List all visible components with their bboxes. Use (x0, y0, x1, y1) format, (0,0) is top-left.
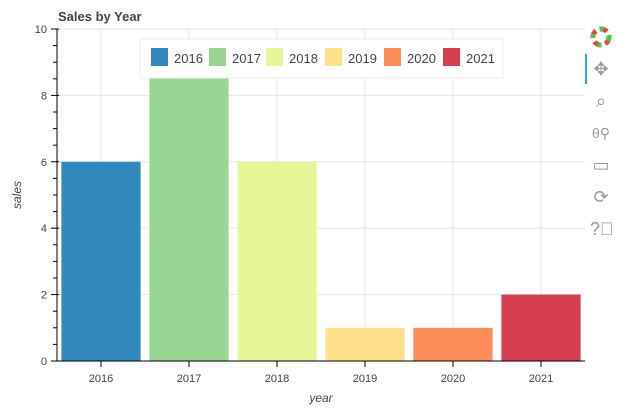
bar-2017 (149, 62, 229, 361)
x-tick-label: 2021 (529, 373, 553, 385)
y-tick-label: 10 (35, 24, 47, 36)
legend-label: 2017 (232, 51, 261, 66)
legend-swatch (325, 48, 342, 66)
x-axis-label: year (308, 391, 333, 405)
bar-2019 (325, 327, 405, 361)
x-tick-label: 2020 (441, 373, 465, 385)
legend-swatch (266, 48, 283, 66)
bar-2021 (501, 294, 581, 361)
y-axis-label: sales (10, 181, 24, 209)
x-tick-label: 2019 (353, 373, 377, 385)
bar-chart: Sales by Year 0 2 4 6 8 10 2016 2017 2018 2019 202… (10, 9, 585, 405)
legend-box (139, 38, 504, 79)
chart-title: Sales by Year (58, 9, 142, 24)
x-tick-label: 2017 (177, 373, 201, 385)
active-tool-indicator (585, 54, 587, 84)
legend: 2016 2017 2018 2019 2020 2021 (139, 38, 504, 79)
x-tick-label: 2016 (89, 373, 113, 385)
y-tick-label: 8 (41, 90, 47, 102)
bar-2018 (237, 161, 317, 361)
y-tick-label: 4 (41, 223, 47, 235)
legend-label: 2018 (289, 51, 318, 66)
pan-icon[interactable]: ✥ (593, 59, 609, 79)
legend-label: 2016 (174, 51, 203, 66)
reset-icon[interactable]: ⟳ (593, 187, 609, 207)
bar-2016 (61, 161, 141, 361)
legend-label: 2020 (407, 51, 436, 66)
bar-2020 (413, 327, 493, 361)
box-zoom-icon[interactable]: ⌕ (595, 91, 607, 111)
legend-swatch (151, 48, 168, 66)
legend-swatch (384, 48, 401, 66)
legend-label: 2019 (348, 51, 377, 66)
save-icon[interactable]: ▭ (592, 155, 610, 175)
legend-label: 2021 (466, 51, 495, 66)
wheel-zoom-icon[interactable]: θ⚲ (591, 125, 611, 141)
legend-swatch (443, 48, 460, 66)
y-tick-label: 0 (41, 356, 47, 368)
y-tick-label: 6 (41, 157, 47, 169)
x-tick-label: 2018 (265, 373, 289, 385)
legend-swatch (209, 48, 226, 66)
bokeh-logo-icon[interactable] (590, 26, 612, 48)
help-icon[interactable]: ?⃝ (590, 219, 614, 239)
y-tick-label: 2 (41, 290, 47, 302)
